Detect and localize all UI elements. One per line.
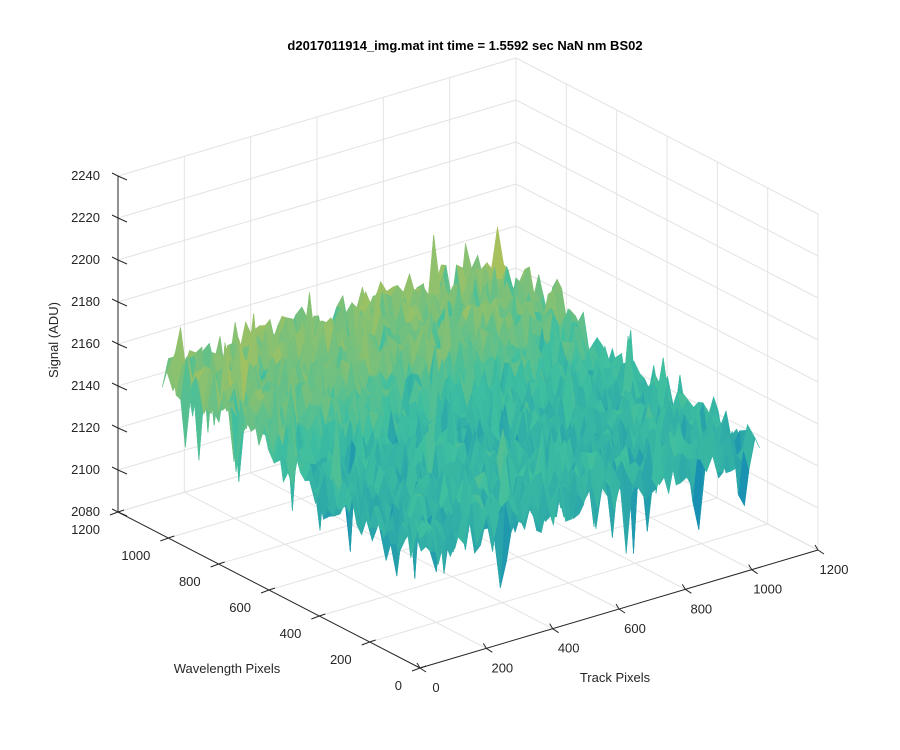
x-tick-mark — [685, 588, 692, 594]
z-tick-mark-inner — [111, 298, 119, 303]
surface-cell — [415, 518, 427, 540]
z-tick-label: 2220 — [71, 210, 100, 225]
y-tick-mark-inner — [369, 639, 376, 643]
side-wall-grid-line — [515, 183, 819, 341]
z-tick-mark-inner — [111, 340, 119, 345]
z-tick-label: 2120 — [71, 420, 100, 435]
z-tick-mark-inner — [111, 256, 119, 261]
z-tick-mark-inner — [111, 214, 119, 219]
z-tick-label: 2140 — [71, 378, 100, 393]
x-tick-label: 400 — [558, 641, 580, 656]
tick-labels: 0 200 400 600 800 1000 1200 0 200 400 600 800 1000 12… — [71, 168, 848, 695]
back-wall-grid-line — [117, 225, 517, 345]
z-tick-mark-inner — [111, 172, 119, 177]
y-tick-mark-inner — [319, 613, 326, 617]
y-tick-mark — [109, 511, 119, 516]
side-wall-grid-line — [515, 267, 819, 425]
z-tick-mark — [117, 469, 128, 475]
x-tick-mark-inner — [814, 544, 819, 551]
z-tick-label: 2240 — [71, 168, 100, 183]
x-tick-label: 800 — [690, 601, 712, 616]
z-tick-mark — [117, 427, 128, 433]
back-wall-grid-line — [117, 183, 517, 303]
x-tick-mark — [486, 647, 493, 653]
y-tick-mark — [260, 589, 270, 594]
y-tick-label: 1200 — [71, 522, 100, 537]
z-tick-label: 2100 — [71, 462, 100, 477]
z-axis-label: Signal (ADU) — [46, 302, 61, 378]
y-tick-mark — [411, 667, 421, 672]
y-tick-mark-inner — [268, 587, 276, 591]
z-tick-mark — [117, 259, 128, 265]
y-tick-mark-inner — [218, 561, 225, 565]
z-tick-label: 2080 — [71, 504, 100, 519]
y-axis-label: Wavelength Pixels — [174, 661, 281, 676]
y-tick-label: 800 — [179, 574, 201, 589]
floor-grid-line — [319, 497, 718, 617]
back-wall-grid-line — [117, 57, 517, 177]
z-tick-mark — [117, 385, 128, 391]
z-tick-label: 2180 — [71, 294, 100, 309]
x-tick-mark-inner — [416, 662, 421, 669]
y-tick-label: 600 — [229, 600, 251, 615]
x-tick-mark-inner — [549, 623, 554, 629]
z-tick-mark-inner — [111, 424, 119, 429]
x-tick-label: 200 — [491, 660, 513, 675]
y-tick-label: 1000 — [121, 548, 150, 563]
z-tick-mark-inner — [111, 508, 119, 513]
floor-grid-line — [369, 523, 768, 643]
z-tick-mark — [117, 511, 128, 517]
side-wall-grid-line — [515, 141, 819, 299]
z-tick-mark-inner — [111, 382, 119, 387]
back-wall-grid-line — [117, 141, 517, 261]
side-wall-grid-line — [515, 57, 819, 215]
y-tick-mark — [311, 615, 320, 620]
z-tick-mark — [117, 217, 128, 223]
z-tick-label: 2200 — [71, 252, 100, 267]
x-tick-mark — [751, 569, 758, 575]
z-tick-label: 2160 — [71, 336, 100, 351]
x-tick-mark-inner — [482, 643, 487, 649]
x-tick-label: 0 — [432, 680, 439, 695]
side-wall-grid-line — [515, 99, 819, 257]
x-tick-mark — [552, 628, 559, 634]
x-axis-label: Track Pixels — [580, 670, 651, 685]
y-tick-label: 200 — [330, 652, 352, 667]
side-wall-grid-line — [515, 225, 819, 383]
y-tick-mark-inner — [168, 535, 175, 539]
y-tick-mark-inner — [117, 509, 125, 513]
x-tick-mark-inner — [681, 584, 686, 590]
y-tick-mark-inner — [419, 665, 427, 669]
x-tick-mark-inner — [748, 564, 753, 570]
y-tick-mark — [361, 641, 370, 646]
x-tick-mark — [419, 667, 427, 673]
y-tick-mark — [210, 563, 219, 568]
x-tick-label: 600 — [624, 621, 646, 636]
z-tick-mark — [117, 343, 128, 349]
z-tick-mark — [117, 175, 128, 181]
x-tick-mark — [817, 549, 825, 555]
chart-title: d2017011914_img.mat int time = 1.5592 se… — [287, 38, 642, 53]
back-wall-grid-line — [117, 99, 517, 219]
y-tick-label: 0 — [395, 678, 402, 693]
axes-frame — [109, 172, 825, 673]
z-tick-mark — [117, 301, 128, 307]
y-tick-label: 400 — [280, 626, 302, 641]
surface-mesh — [162, 227, 760, 588]
x-tick-label: 1200 — [820, 562, 849, 577]
y-tick-mark — [160, 537, 169, 542]
x-tick-mark-inner — [615, 603, 620, 610]
x-tick-label: 1000 — [753, 582, 782, 597]
x-tick-mark — [618, 608, 626, 614]
z-tick-mark-inner — [111, 466, 119, 471]
